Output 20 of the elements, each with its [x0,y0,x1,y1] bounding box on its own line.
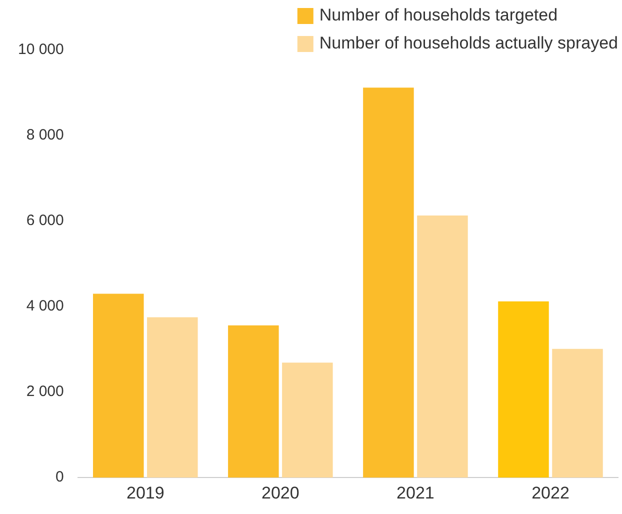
x-tick-label: 2022 [532,483,570,502]
legend-label: Number of households actually sprayed [319,34,618,53]
x-tick-label: 2020 [262,483,300,502]
y-tick-label: 2 000 [26,383,64,400]
y-tick-label: 6 000 [26,212,64,230]
y-tick-label: 10 000 [18,41,64,58]
bar [417,215,468,478]
bar [228,325,279,478]
y-tick-label: 8 000 [26,126,64,144]
bar [93,294,144,478]
bar [282,362,333,478]
bar [363,88,414,478]
y-tick-label: 4 000 [26,298,64,315]
y-tick-label: 0 [56,468,64,486]
x-tick-label: 2021 [396,483,434,502]
legend-label: Number of households targeted [319,6,558,25]
bar [147,317,198,478]
bar [498,301,549,478]
x-tick-label: 2019 [126,483,164,502]
bar [552,348,603,478]
